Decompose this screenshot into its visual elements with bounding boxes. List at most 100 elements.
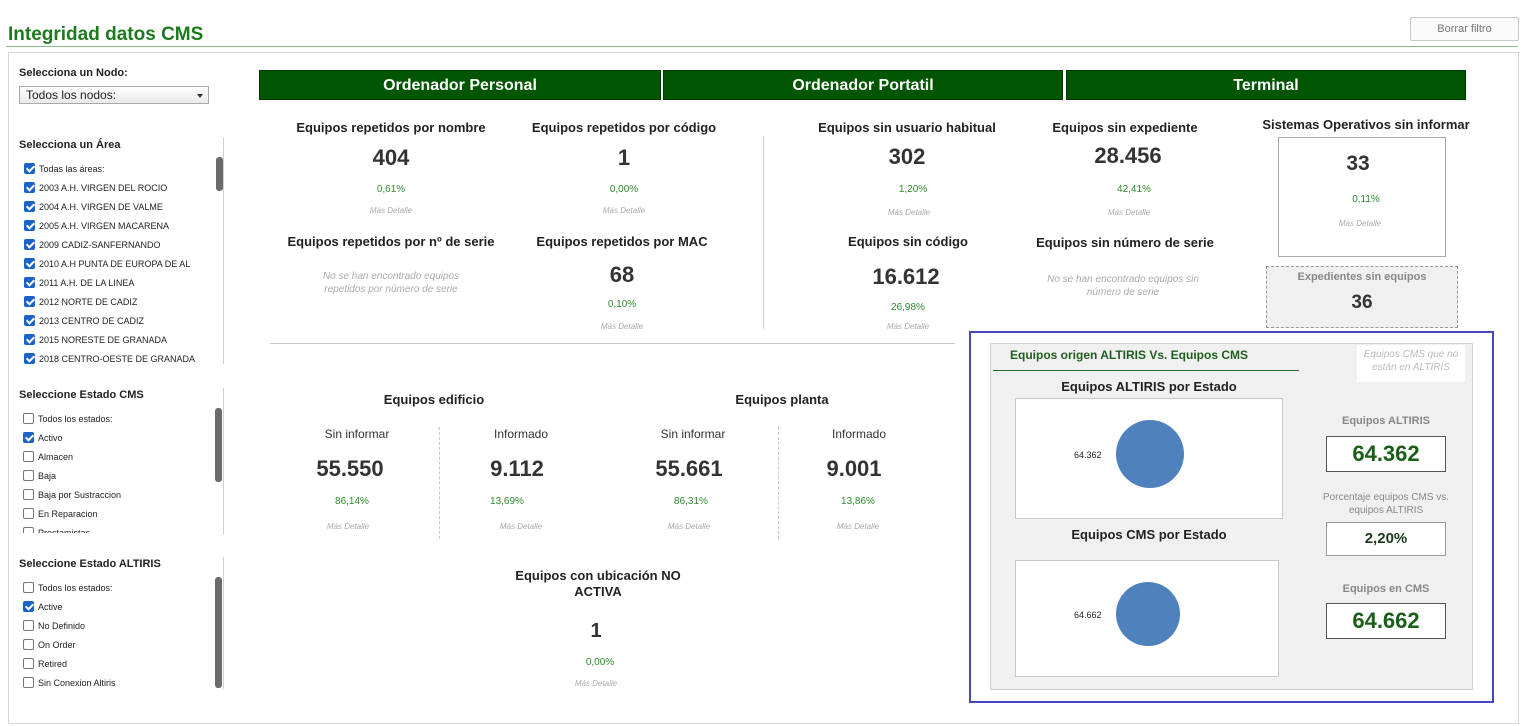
area-option[interactable]: Todas las áreas: [24, 159, 214, 178]
sin-expediente-detail-link[interactable]: Más Detalle [1107, 208, 1151, 217]
clear-filter-button[interactable]: Borrar filtro [1410, 17, 1519, 41]
sin-codigo-value: 16.612 [872, 264, 940, 289]
rep-nombre-detail-link[interactable]: Más Detalle [369, 206, 413, 215]
planta-divider [778, 427, 779, 539]
sin-codigo-label: Equipos sin código [848, 234, 968, 249]
pie-cms-chart: 64.662 [1015, 560, 1279, 677]
area-checkbox[interactable] [24, 353, 35, 364]
ubicacion-detail-link[interactable]: Más Detalle [574, 679, 618, 688]
area-option[interactable]: 2015 NORESTE DE GRANADA [24, 330, 214, 349]
estado-altiris-checkbox[interactable] [23, 582, 34, 593]
estado-altiris-option-label: Active [38, 601, 63, 612]
sin-serie-label: Equipos sin número de serie [1036, 235, 1214, 250]
estado-cms-option-label: Activo [38, 432, 63, 443]
pie-cms-slice[interactable] [1116, 582, 1180, 646]
area-checkbox[interactable] [24, 239, 35, 250]
node-select-value: Todos los nodos: [26, 88, 117, 102]
area-checkbox[interactable] [24, 334, 35, 345]
pie-cms-title: Equipos CMS por Estado [1071, 527, 1227, 542]
area-checkbox[interactable] [24, 163, 35, 174]
edificio-label: Equipos edificio [383, 392, 485, 407]
estado-altiris-option[interactable]: No Definido [23, 616, 213, 635]
estado-altiris-checkbox[interactable] [23, 639, 34, 650]
area-option[interactable]: 2004 A.H. VIRGEN DE VALME [24, 197, 214, 216]
estado-cms-checkbox[interactable] [23, 413, 34, 424]
tab-terminal[interactable]: Terminal [1066, 70, 1466, 100]
cms-count-label: Equipos en CMS [1342, 583, 1430, 595]
pie-altiris-svg: 64.362 [1074, 420, 1184, 488]
edificio-sin-detail-link[interactable]: Más Detalle [326, 522, 370, 531]
estado-altiris-option[interactable]: Retired [23, 654, 213, 673]
sin-serie-empty-message: No se han encontrado equipos sin número … [1047, 274, 1199, 298]
area-checkbox[interactable] [24, 182, 35, 193]
estado-cms-option[interactable]: Prestamistas [23, 523, 213, 533]
estado-cms-option[interactable]: Todos los estados: [23, 409, 213, 428]
pie-altiris-slice[interactable] [1116, 420, 1184, 488]
area-option[interactable]: 2013 CENTRO DE CADIZ [24, 311, 214, 330]
ubicacion-label-line1: Equipos con ubicación NO [515, 568, 681, 583]
estado-cms-option[interactable]: En Reparacion [23, 504, 213, 523]
tab-ordenador-personal[interactable]: Ordenador Personal [259, 70, 661, 100]
estado-altiris-option[interactable]: Sin Conexion Altiris [23, 673, 213, 692]
tab-ordenador-portatil[interactable]: Ordenador Portatil [663, 70, 1063, 100]
node-select[interactable]: Todos los nodos: [19, 86, 209, 104]
estado-altiris-option[interactable]: On Order [23, 635, 213, 654]
planta-inf-value: 9.001 [826, 456, 882, 481]
so-sin-informar-value: 33 [1346, 152, 1370, 175]
estado-altiris-checkbox[interactable] [23, 620, 34, 631]
estado-cms-option[interactable]: Activo [23, 428, 213, 447]
estado-cms-checkbox[interactable] [23, 451, 34, 462]
edificio-divider [439, 427, 440, 539]
cms-scrollbar[interactable] [215, 408, 222, 482]
estado-cms-option-label: Baja [38, 470, 57, 481]
estado-cms-option[interactable]: Almacen [23, 447, 213, 466]
rep-mac-detail-link[interactable]: Más Detalle [600, 322, 644, 331]
estado-cms-checkbox[interactable] [23, 470, 34, 481]
area-checkbox[interactable] [24, 315, 35, 326]
cms-not-in-altiris-note[interactable]: Equipos CMS que no están en ALTIRIS [1357, 345, 1465, 382]
area-option[interactable]: 2011 A.H. DE LA LINEA [24, 273, 214, 292]
estado-cms-option-label: En Reparacion [38, 508, 98, 519]
area-option-label: 2012 NORTE DE CADIZ [39, 296, 138, 307]
estado-cms-checkbox[interactable] [23, 489, 34, 500]
area-checkbox[interactable] [24, 277, 35, 288]
area-option-label: 2005 A.H. VIRGEN MACARENA [39, 220, 170, 231]
estado-altiris-option[interactable]: Todos los estados: [23, 578, 213, 597]
estado-altiris-checkbox[interactable] [23, 601, 34, 612]
area-option[interactable]: 2010 A.H PUNTA DE EUROPA DE AL [24, 254, 214, 273]
area-option[interactable]: 2018 CENTRO-OESTE DE GRANADA [24, 349, 214, 365]
altiris-scrollbar[interactable] [215, 577, 222, 688]
area-scrollbar[interactable] [216, 157, 223, 191]
area-option[interactable]: 2009 CADIZ-SANFERNANDO [24, 235, 214, 254]
planta-inf-detail-link[interactable]: Más Detalle [836, 522, 880, 531]
area-checkbox[interactable] [24, 220, 35, 231]
rep-mac-pct: 0,10% [607, 299, 637, 310]
sin-codigo-detail-link[interactable]: Más Detalle [886, 322, 930, 331]
estado-cms-checkbox[interactable] [23, 508, 34, 519]
rep-codigo-detail-link[interactable]: Más Detalle [602, 206, 646, 215]
estado-altiris-checkbox[interactable] [23, 658, 34, 669]
area-option[interactable]: 2012 NORTE DE CADIZ [24, 292, 214, 311]
so-sin-informar-detail-link[interactable]: Más Detalle [1338, 219, 1382, 228]
edificio-inf-pct: 13,69% [490, 496, 524, 507]
estado-cms-option[interactable]: Baja [23, 466, 213, 485]
node-filter-label: Selecciona un Nodo: [19, 67, 128, 79]
edificio-inf-detail-link[interactable]: Más Detalle [499, 522, 543, 531]
estado-cms-checkbox[interactable] [23, 432, 34, 443]
estado-cms-checkbox[interactable] [23, 527, 34, 533]
rep-nombre-pct: 0,61% [376, 184, 406, 195]
so-sin-informar-pct: 0,11% [1352, 194, 1380, 205]
sin-usuario-detail-link[interactable]: Más Detalle [887, 208, 931, 217]
estado-altiris-checkbox[interactable] [23, 677, 34, 688]
rep-codigo-value: 1 [617, 145, 631, 170]
area-checkbox[interactable] [24, 201, 35, 212]
area-checkbox[interactable] [24, 258, 35, 269]
area-option-label: 2013 CENTRO DE CADIZ [39, 315, 145, 326]
area-option[interactable]: 2005 A.H. VIRGEN MACARENA [24, 216, 214, 235]
estado-altiris-option[interactable]: Active [23, 597, 213, 616]
estado-cms-option[interactable]: Baja por Sustraccion [23, 485, 213, 504]
estado-cms-option-label: Baja por Sustraccion [38, 489, 122, 500]
planta-sin-detail-link[interactable]: Más Detalle [667, 522, 711, 531]
area-checkbox[interactable] [24, 296, 35, 307]
area-option[interactable]: 2003 A.H. VIRGEN DEL ROCIO [24, 178, 214, 197]
